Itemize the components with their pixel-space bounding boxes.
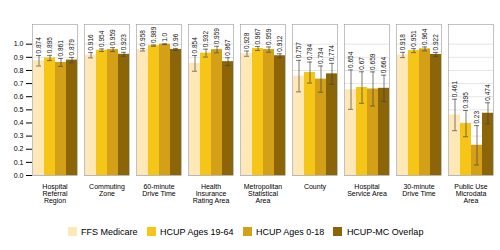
svg-text:0.923: 0.923 [120,34,127,51]
svg-text:0.4: 0.4 [14,119,24,126]
svg-text:0.959: 0.959 [109,29,116,46]
svg-text:0.954: 0.954 [98,30,105,47]
svg-text:0.867: 0.867 [224,39,231,56]
svg-text:0.932: 0.932 [202,31,209,48]
svg-text:HospitalService Area: HospitalService Area [347,183,387,197]
svg-text:0.958: 0.958 [139,30,146,47]
svg-text:0.8: 0.8 [14,67,24,74]
svg-text:0.395: 0.395 [462,92,469,109]
svg-text:0.964: 0.964 [421,28,428,45]
svg-text:0.7: 0.7 [14,80,24,87]
svg-text:Public UseMicrodataArea: Public UseMicrodataArea [454,183,488,204]
svg-text:30-minuteDrive Time: 30-minuteDrive Time [402,183,436,197]
svg-text:0.2: 0.2 [14,145,24,152]
html-text:HCUP Ages 0-18: HCUP Ages 0-18 [256,226,325,237]
svg-text:HospitalReferralRegion: HospitalReferralRegion [42,183,68,205]
svg-text:0.23: 0.23 [473,111,480,124]
svg-text:CommutingZone: CommutingZone [89,183,125,197]
svg-text:County: County [304,183,327,191]
svg-text:0.1: 0.1 [14,159,24,166]
svg-text:0.6: 0.6 [14,93,24,100]
svg-text:0.664: 0.664 [380,57,387,74]
svg-text:0.784: 0.784 [306,43,313,60]
svg-text:0.874: 0.874 [35,37,42,54]
svg-text:0.654: 0.654 [347,51,354,68]
svg-text:0.3: 0.3 [14,132,24,139]
svg-text:0.959: 0.959 [213,28,220,45]
svg-text:0.774: 0.774 [328,45,335,62]
svg-text:0.734: 0.734 [317,47,324,64]
svg-text:0.659: 0.659 [369,53,376,70]
svg-text:1.0: 1.0 [161,32,168,41]
svg-text:0.967: 0.967 [254,28,261,45]
svg-text:MetropolitanStatisticalArea: MetropolitanStatisticalArea [244,183,283,204]
svg-text:0.474: 0.474 [484,84,491,101]
svg-text:1.0: 1.0 [14,40,24,47]
html-text:FFS Medicare: FFS Medicare [81,226,138,237]
svg-text:0.854: 0.854 [191,37,198,54]
svg-text:0.9: 0.9 [14,54,24,61]
svg-text:0.879: 0.879 [68,39,75,56]
svg-text:0.918: 0.918 [399,34,406,51]
svg-text:0.5: 0.5 [14,106,24,113]
svg-text:0.861: 0.861 [57,40,64,57]
svg-text:0.928: 0.928 [243,32,250,49]
svg-text:0.757: 0.757 [295,42,302,59]
svg-text:0.922: 0.922 [432,34,439,51]
svg-text:0.951: 0.951 [410,30,417,47]
svg-text:0.461: 0.461 [451,81,458,98]
svg-text:0.916: 0.916 [87,34,94,51]
svg-text:0.0: 0.0 [14,172,24,179]
svg-text:0.895: 0.895 [46,37,53,54]
svg-text:0.67: 0.67 [358,57,365,70]
html-text:HCUP Ages 19-64: HCUP Ages 19-64 [160,226,234,237]
svg-text:HealthInsuranceRating Area: HealthInsuranceRating Area [193,183,230,205]
svg-text:0.989: 0.989 [150,26,157,43]
svg-text:60-minuteDrive Time: 60-minuteDrive Time [142,183,176,197]
svg-text:0.96: 0.96 [172,33,179,46]
svg-text:0.912: 0.912 [276,35,283,52]
svg-text:0.959: 0.959 [265,28,272,45]
html-text:HCUP-MC Overlap: HCUP-MC Overlap [346,226,424,237]
